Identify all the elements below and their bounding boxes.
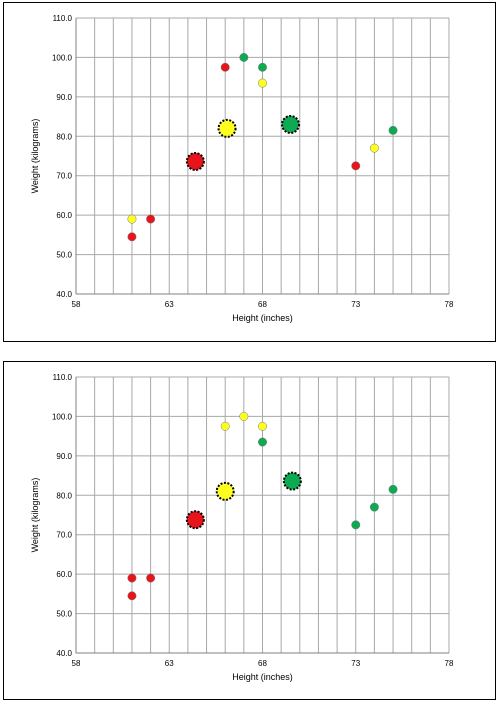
data-point-yellow [258,421,267,431]
y-tick-label: 80.0 [56,132,72,141]
data-point-green [239,52,249,62]
data-point-yellow [239,411,249,421]
data-point-yellow [369,143,379,153]
centroid-red [185,152,205,172]
x-tick-label: 78 [445,659,454,668]
chart-panel-1: 58 63 68 73 78 40.0 50.0 60.0 70.0 80.0 90.0 100.0 1… [3,2,496,342]
y-tick-label: 90.0 [56,452,72,461]
chart-panel-2: 58 63 68 73 78 40.0 50.0 60.0 70.0 80.0 90.0 100.0 1… [3,361,496,700]
y-tick-label: 100.0 [52,412,73,421]
centroid-green [280,114,300,134]
data-point-yellow [127,214,137,224]
x-axis-title: Height (inches) [232,313,293,323]
x-axis-title: Height (inches) [232,672,293,682]
y-tick-label: 70.0 [56,531,72,540]
y-axis-title: Weight (kilograms) [30,478,40,553]
x-tick-label: 73 [351,300,360,309]
y-tick-label: 40.0 [56,649,72,658]
data-point-green [369,502,379,512]
data-point-red [146,214,156,224]
centroid-yellow [217,118,237,138]
x-tick-label: 58 [72,659,81,668]
data-point-red [127,591,137,601]
data-point-red [220,62,230,72]
y-tick-label: 110.0 [53,373,73,382]
x-tick-label: 63 [165,659,174,668]
centroid-yellow [215,481,235,501]
x-tick-label: 58 [72,300,81,309]
y-tick-label: 100.0 [52,53,73,62]
y-tick-label: 60.0 [56,211,72,220]
data-point-green [258,62,267,72]
y-tick-label: 110.0 [53,14,73,23]
x-tick-label: 73 [351,659,360,668]
y-tick-label: 80.0 [56,491,72,500]
data-point-green [258,437,267,447]
data-point-green [388,484,398,494]
data-point-yellow [220,421,230,431]
data-point-green [388,125,398,135]
scatter-chart-1: 58 63 68 73 78 40.0 50.0 60.0 70.0 80.0 90.0 100.0 1… [30,14,454,323]
x-tick-label: 68 [258,300,267,309]
data-point-red [351,161,361,171]
x-tick-label: 63 [165,300,174,309]
x-tick-label: 68 [258,659,267,668]
centroid-red [185,510,205,530]
y-tick-label: 40.0 [56,290,72,299]
y-tick-label: 50.0 [56,251,72,260]
data-point-red [146,573,156,583]
data-point-red [127,573,137,583]
y-tick-label: 60.0 [56,570,72,579]
data-point-red [127,232,137,242]
x-tick-label: 78 [445,300,454,309]
data-point-green [351,520,361,530]
data-point-yellow [258,78,267,88]
y-axis-title: Weight (kilograms) [30,119,40,194]
y-tick-label: 90.0 [56,93,72,102]
y-tick-label: 50.0 [56,610,72,619]
scatter-chart-2: 58 63 68 73 78 40.0 50.0 60.0 70.0 80.0 90.0 100.0 1… [30,373,454,682]
y-tick-label: 70.0 [56,172,72,181]
centroid-green [282,471,302,491]
